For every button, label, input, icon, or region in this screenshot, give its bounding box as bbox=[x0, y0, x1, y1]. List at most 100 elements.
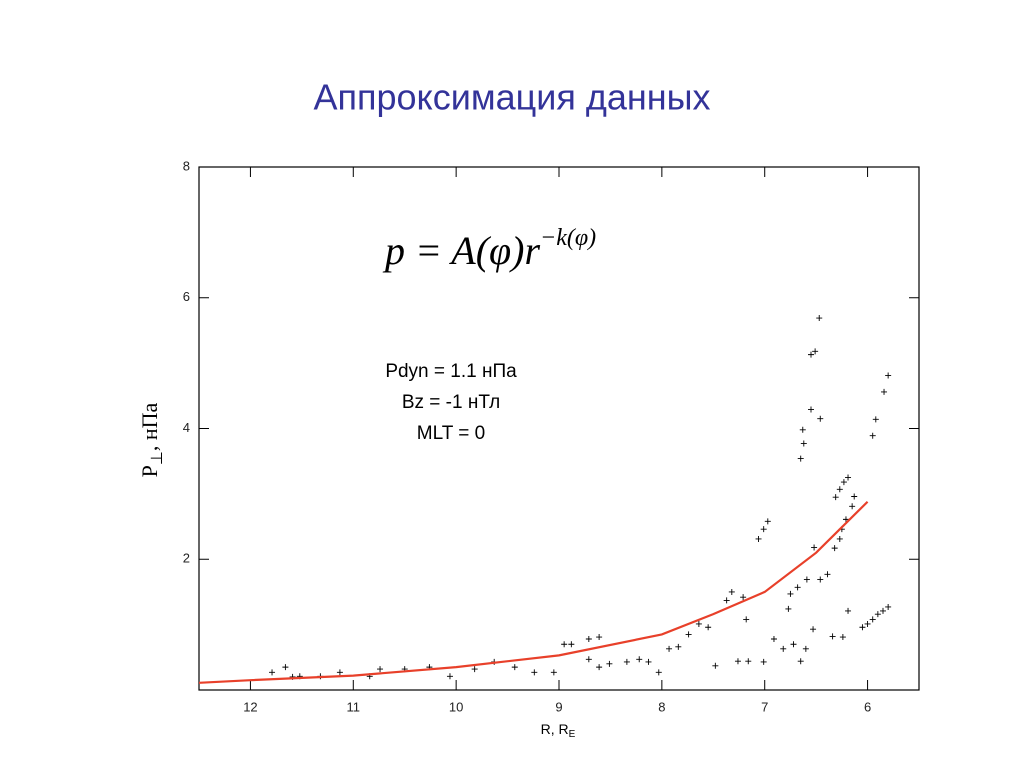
data-point bbox=[740, 594, 747, 601]
data-point bbox=[872, 416, 879, 423]
data-point bbox=[282, 664, 289, 671]
data-point bbox=[824, 571, 831, 578]
y-axis-label: P⊥, нПа bbox=[137, 402, 166, 477]
data-point bbox=[585, 636, 592, 643]
data-point bbox=[712, 662, 719, 669]
data-point bbox=[723, 597, 730, 604]
data-point bbox=[790, 641, 797, 648]
data-point bbox=[810, 626, 817, 633]
x-label-subscript: E bbox=[569, 729, 576, 740]
data-point bbox=[817, 576, 824, 583]
data-point bbox=[842, 516, 849, 523]
data-point bbox=[743, 616, 750, 623]
data-point bbox=[336, 669, 343, 676]
x-tick-label: 7 bbox=[761, 699, 768, 714]
data-point bbox=[787, 590, 794, 597]
slide-title: Аппроксимация данных bbox=[314, 77, 711, 118]
data-point bbox=[802, 645, 809, 652]
data-point bbox=[832, 494, 839, 501]
data-point bbox=[760, 526, 767, 533]
data-point bbox=[808, 406, 814, 413]
y-tick-label: 2 bbox=[183, 551, 190, 566]
data-point bbox=[797, 658, 804, 665]
data-point bbox=[845, 474, 852, 481]
data-point bbox=[568, 641, 575, 648]
data-point bbox=[770, 636, 777, 643]
data-point bbox=[645, 658, 652, 665]
x-tick-label: 12 bbox=[243, 699, 257, 714]
data-point bbox=[636, 656, 643, 663]
data-point bbox=[885, 603, 892, 610]
formula-exponent: −k(φ) bbox=[540, 225, 596, 251]
formula: p = A(φ)r−k(φ) bbox=[382, 225, 596, 274]
data-point bbox=[596, 634, 603, 641]
data-point bbox=[269, 669, 276, 676]
data-point bbox=[471, 666, 478, 673]
data-point bbox=[859, 624, 866, 631]
annotation: Pdyn = 1.1 нПа bbox=[385, 361, 517, 382]
data-point bbox=[655, 669, 662, 676]
data-point bbox=[874, 611, 881, 618]
data-point bbox=[836, 535, 843, 542]
x-tick-label: 10 bbox=[449, 699, 463, 714]
data-point bbox=[881, 388, 888, 395]
x-tick-label: 8 bbox=[658, 699, 665, 714]
data-point bbox=[829, 633, 836, 640]
x-label-text: R, R bbox=[541, 721, 569, 737]
data-point bbox=[745, 658, 752, 665]
data-point bbox=[760, 658, 767, 665]
data-point bbox=[705, 624, 712, 631]
y-label-text: P bbox=[137, 465, 162, 477]
x-axis-label: R, RE bbox=[541, 721, 576, 740]
data-point bbox=[511, 664, 518, 671]
y-tick-label: 4 bbox=[183, 420, 190, 435]
data-point bbox=[812, 348, 819, 355]
data-point bbox=[803, 576, 810, 583]
data-point bbox=[695, 620, 702, 627]
data-point bbox=[666, 645, 673, 652]
y-tick-label: 6 bbox=[183, 289, 190, 304]
data-point bbox=[885, 372, 892, 379]
data-point bbox=[764, 518, 771, 525]
y-label-suffix: , нПа bbox=[137, 402, 162, 451]
data-point bbox=[797, 455, 804, 462]
data-point bbox=[785, 605, 792, 612]
x-tick-label: 6 bbox=[864, 699, 871, 714]
data-point bbox=[864, 620, 871, 627]
data-point bbox=[675, 643, 682, 650]
data-point bbox=[836, 486, 843, 493]
data-point bbox=[794, 584, 801, 591]
data-point bbox=[816, 315, 823, 322]
data-point bbox=[734, 658, 741, 665]
data-point bbox=[531, 669, 538, 676]
data-point bbox=[799, 426, 806, 433]
data-point bbox=[561, 641, 568, 648]
formula-base: p = A(φ)r bbox=[382, 228, 540, 273]
data-point bbox=[606, 660, 613, 667]
data-point bbox=[869, 616, 876, 623]
data-point bbox=[755, 535, 762, 542]
data-point bbox=[845, 607, 852, 614]
data-point bbox=[840, 479, 847, 486]
data-point bbox=[550, 669, 557, 676]
data-point bbox=[869, 432, 876, 439]
data-point bbox=[446, 673, 453, 680]
data-point bbox=[880, 607, 886, 614]
fit-line bbox=[198, 500, 869, 684]
x-tick-label: 9 bbox=[555, 699, 562, 714]
annotation: MLT = 0 bbox=[417, 423, 485, 444]
data-point bbox=[728, 588, 735, 595]
data-point bbox=[800, 440, 807, 447]
data-point bbox=[623, 658, 630, 665]
data-point bbox=[849, 503, 856, 510]
data-point bbox=[811, 544, 818, 551]
data-point bbox=[377, 666, 384, 673]
data-point bbox=[585, 656, 592, 663]
data-point bbox=[780, 645, 787, 652]
data-point bbox=[851, 493, 858, 500]
x-tick-label: 11 bbox=[347, 699, 361, 714]
data-point bbox=[831, 545, 838, 552]
data-point bbox=[839, 634, 846, 641]
